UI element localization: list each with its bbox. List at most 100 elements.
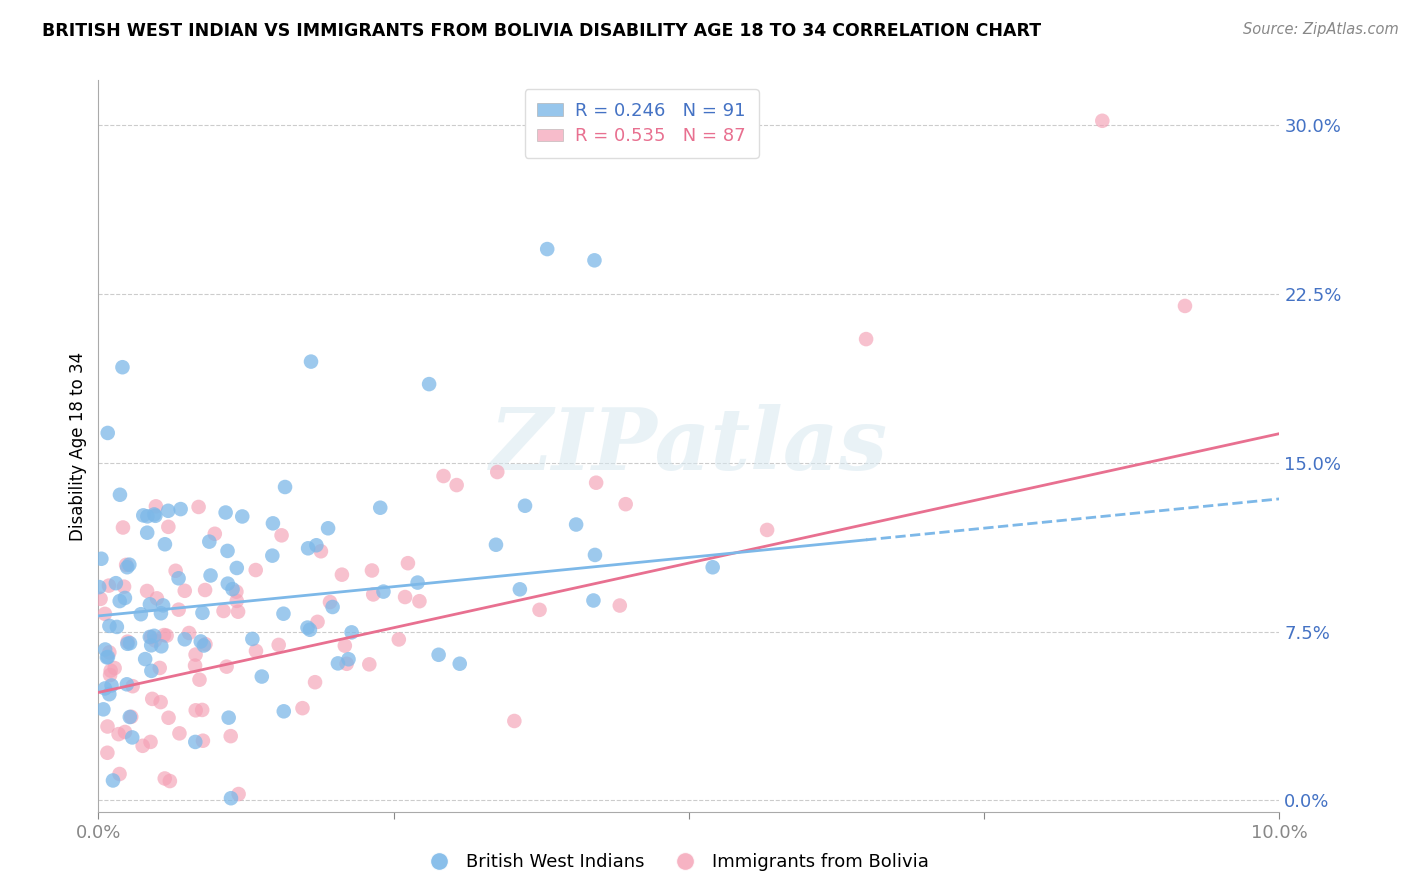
Point (583, 548, 606, 562)
Point (273, 704, 295, 718)
Point (191, 703, 214, 717)
Point (418, 377, 440, 392)
Point (139, 597, 162, 611)
Point (131, 739, 153, 753)
Point (173, 632, 195, 647)
Point (190, 634, 212, 648)
Point (149, 695, 172, 709)
Point (159, 774, 181, 789)
Point (157, 504, 180, 518)
Point (340, 625, 363, 640)
Text: ZIPatlas: ZIPatlas (489, 404, 889, 488)
Point (97, 579, 120, 593)
Point (96, 746, 118, 760)
Point (93, 702, 115, 716)
Point (193, 639, 215, 653)
Point (200, 568, 222, 582)
Point (225, 594, 247, 608)
Point (94, 607, 117, 621)
Point (215, 659, 238, 673)
Point (191, 606, 214, 620)
Point (218, 711, 240, 725)
Point (359, 657, 381, 672)
Point (221, 582, 243, 596)
Point (97, 650, 120, 665)
Point (104, 661, 127, 675)
Point (503, 714, 526, 728)
Point (245, 644, 267, 658)
Point (157, 520, 180, 534)
Point (96, 650, 118, 665)
Point (756, 523, 779, 537)
Point (373, 584, 395, 599)
Point (184, 703, 207, 717)
Point (204, 526, 226, 541)
Point (509, 582, 531, 597)
Point (145, 508, 167, 523)
Point (136, 584, 159, 599)
Point (274, 480, 297, 494)
Point (141, 638, 163, 652)
Point (194, 637, 217, 651)
Point (225, 561, 247, 575)
Point (90, 591, 112, 606)
Point (322, 599, 344, 614)
Point (319, 595, 342, 609)
Point (219, 729, 242, 743)
Point (149, 661, 172, 675)
Point (188, 673, 211, 687)
Point (105, 620, 128, 634)
Point (108, 488, 131, 502)
Point (1091, 113, 1114, 128)
Point (485, 538, 508, 552)
Point (337, 652, 360, 666)
Y-axis label: Disability Age 18 to 34: Disability Age 18 to 34 (69, 351, 87, 541)
Point (361, 564, 384, 578)
Legend: R = 0.246   N = 91, R = 0.535   N = 87: R = 0.246 N = 91, R = 0.535 N = 87 (524, 89, 759, 158)
Point (118, 558, 141, 572)
Point (214, 506, 236, 520)
Point (143, 508, 166, 522)
Point (198, 534, 221, 549)
Point (304, 675, 326, 690)
Point (262, 516, 284, 531)
Point (129, 607, 152, 622)
Point (536, 242, 558, 256)
Point (270, 528, 292, 542)
Point (153, 772, 176, 786)
Point (1174, 299, 1197, 313)
Point (217, 576, 239, 591)
Point (184, 648, 207, 662)
Point (111, 360, 134, 375)
Point (157, 711, 180, 725)
Point (336, 657, 359, 671)
Point (101, 773, 124, 788)
Point (118, 710, 141, 724)
Point (155, 629, 177, 643)
Point (184, 658, 207, 673)
Point (299, 354, 322, 368)
Point (173, 583, 195, 598)
Point (225, 584, 247, 599)
Point (118, 636, 141, 650)
Point (231, 509, 253, 524)
Point (297, 621, 319, 635)
Point (368, 500, 391, 515)
Point (146, 591, 169, 606)
Text: BRITISH WEST INDIAN VS IMMIGRANTS FROM BOLIVIA DISABILITY AGE 18 TO 34 CORRELATI: BRITISH WEST INDIAN VS IMMIGRANTS FROM B… (42, 22, 1042, 40)
Point (104, 576, 127, 591)
Point (167, 571, 190, 585)
Point (115, 558, 138, 572)
Point (165, 564, 187, 578)
Point (614, 497, 637, 511)
Point (100, 664, 122, 678)
Point (169, 502, 191, 516)
Point (114, 591, 136, 605)
Point (291, 701, 314, 715)
Point (609, 599, 631, 613)
Point (143, 629, 166, 643)
Point (297, 541, 319, 556)
Point (273, 607, 295, 621)
Point (111, 520, 134, 534)
Point (121, 679, 143, 693)
